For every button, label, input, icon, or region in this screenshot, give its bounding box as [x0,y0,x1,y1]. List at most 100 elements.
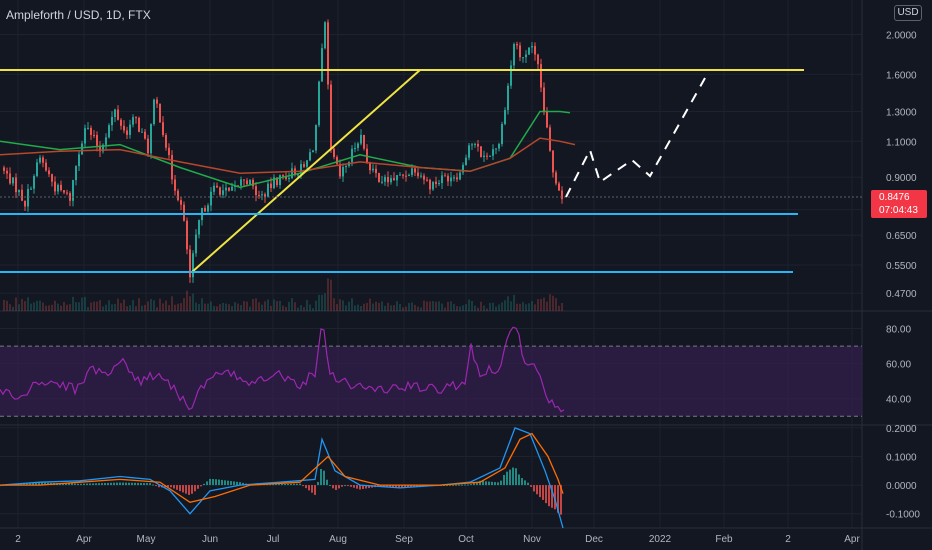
currency-badge[interactable]: USD [894,5,922,21]
candle-down [537,54,539,65]
candle-down [183,204,185,221]
volume-bar [333,298,335,311]
candle-up [483,155,485,157]
volume-bar [219,304,221,311]
macd-histogram-bar [479,480,481,486]
macd-histogram-bar [323,470,325,486]
volume-bar [90,302,92,311]
volume-bar [207,303,209,311]
candle-up [192,253,194,278]
volume-bar [492,302,494,311]
macd-histogram-bar [152,484,154,486]
macd-histogram-bar [212,479,214,486]
macd-histogram-bar [26,483,28,486]
candle-down [219,187,221,195]
candle-up [198,220,200,235]
candle-up [222,190,224,195]
candle-down [477,143,479,147]
volume-bar [348,301,350,311]
volume-bar [42,302,44,311]
volume-bar [546,301,548,311]
candle-down [444,175,446,177]
candle-down [456,177,458,180]
macd-histogram-bar [125,482,127,486]
volume-bar [150,298,152,311]
volume-bar [216,306,218,311]
volume-bar [204,303,206,311]
candle-up [306,160,308,167]
volume-bar [516,303,518,311]
candle-down [15,177,17,193]
candle-down [339,163,341,177]
macd-histogram-bar [539,485,541,498]
volume-bar [177,303,179,311]
macd-histogram-bar [113,482,115,486]
candle-down [336,157,338,164]
macd-histogram-bar [329,484,331,486]
candle-up [273,177,275,188]
volume-bar [507,296,509,311]
volume-bar [471,301,473,311]
candle-down [63,190,65,193]
volume-bar [99,300,101,311]
macd-histogram-bar [446,484,448,486]
macd-histogram-bar [338,485,340,489]
macd-histogram-bar [482,481,484,486]
rsi-line [0,326,565,413]
macd-histogram-bar [305,485,307,489]
candle-down [246,180,248,185]
price-candles [3,19,563,311]
volume-bar [273,299,275,311]
macd-histogram-bar [167,485,169,487]
macd-tick-label: 0.0000 [886,481,917,492]
volume-bar [174,304,176,311]
macd-histogram-bar [227,480,229,486]
candle-up [492,149,494,156]
candle-up [57,184,59,192]
volume-bar [30,303,32,311]
candle-down [138,117,140,132]
candle-down [387,176,389,183]
macd-histogram-bar [350,485,352,487]
macd-histogram-bar [527,482,529,486]
volume-bar [168,305,170,311]
macd-histogram-bar [38,482,40,486]
price-tick-label: 1.6000 [886,70,917,81]
candle-down [426,179,428,181]
macd-histogram-bar [317,481,319,486]
volume-bar [321,294,323,311]
volume-bar [336,304,338,311]
volume-bar [228,304,230,311]
candle-down [96,134,98,146]
candle-up [390,178,392,183]
candle-down [555,172,557,184]
volume-bar [441,303,443,311]
candle-up [324,22,326,49]
volume-bar [378,302,380,311]
macd-histogram-bar [467,484,469,486]
rsi-tick-label: 80.00 [886,325,911,336]
volume-bar [480,301,482,311]
rsi-panel [0,326,862,417]
candle-up [522,57,524,59]
volume-bar [132,299,134,311]
rsi-tick-label: 40.00 [886,395,911,406]
candle-down [21,189,23,201]
candle-up [468,145,470,158]
volume-bar [411,302,413,311]
volume-bar [3,299,5,311]
macd-histogram-bar [140,482,142,486]
macd-histogram-bar [407,485,409,488]
macd-histogram-bar [206,481,208,486]
macd-histogram-bar [86,483,88,486]
volume-bar [261,304,263,311]
macd-histogram-bar [443,484,445,486]
volume-bar [534,304,536,311]
macd-histogram-bar [155,485,157,487]
volume-bar [78,302,80,311]
volume-bar [162,303,164,311]
macd-histogram-bar [362,485,364,490]
macd-histogram-bar [92,483,94,486]
volume-bar [360,305,362,311]
volume-bar [423,300,425,311]
